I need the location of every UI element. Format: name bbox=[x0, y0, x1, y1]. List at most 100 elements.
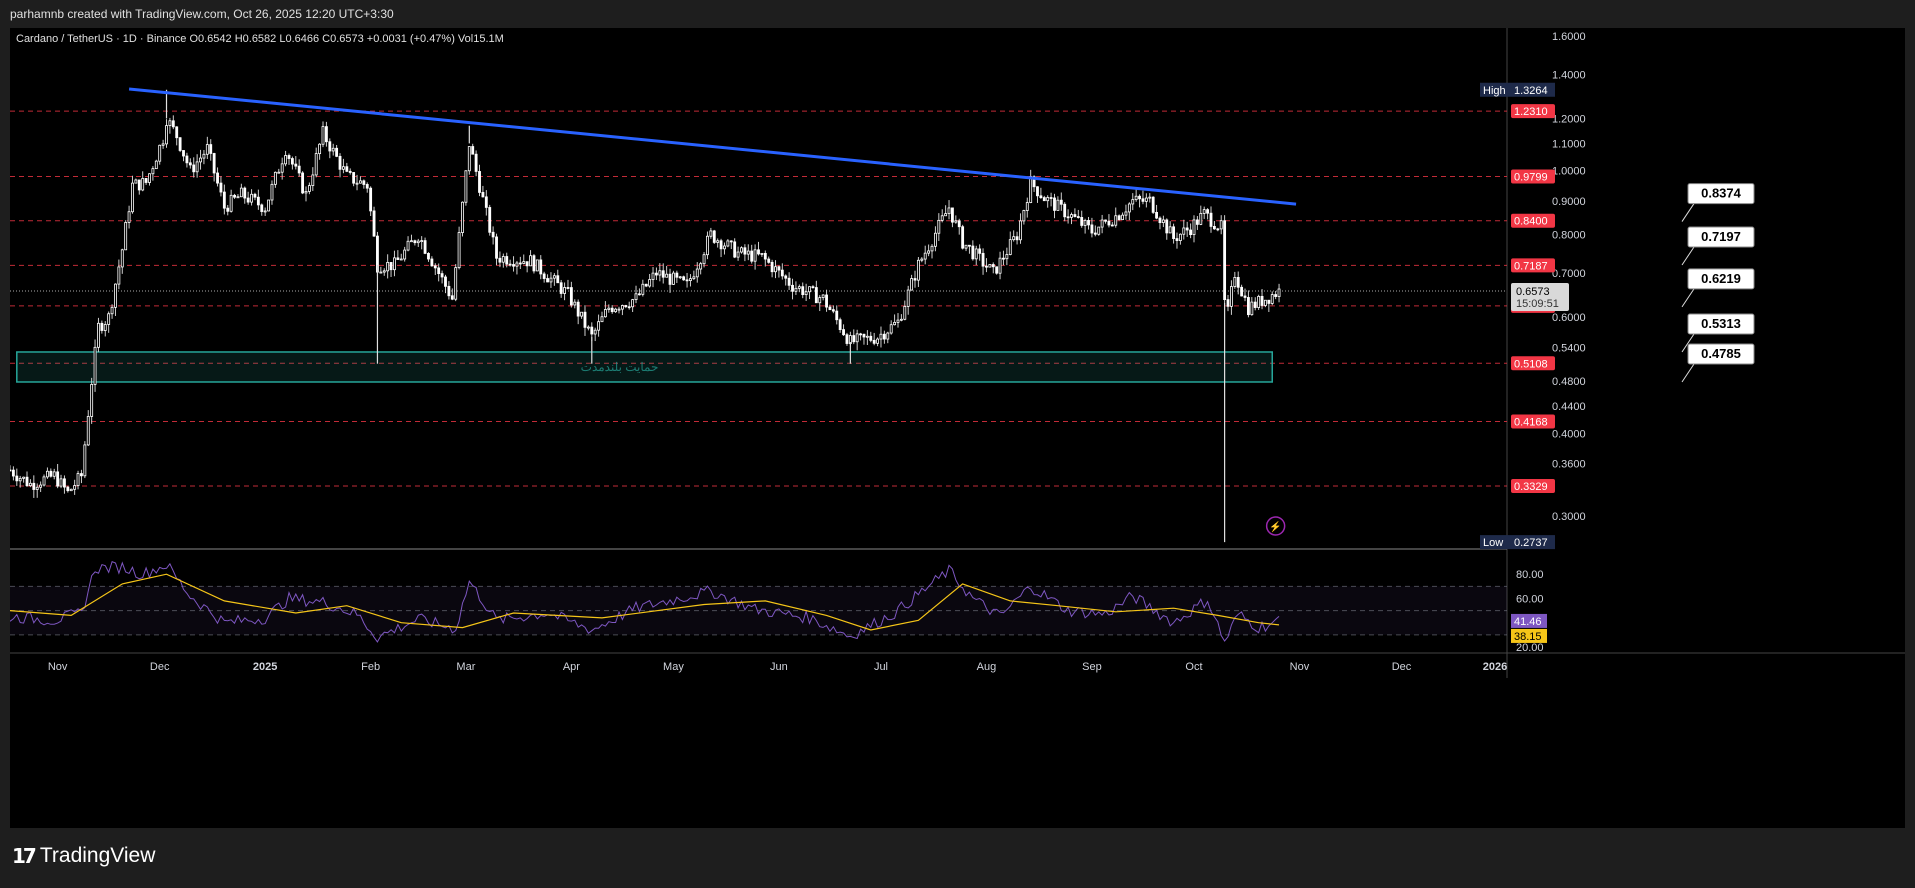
candle[interactable] bbox=[386, 262, 390, 272]
candle[interactable] bbox=[1178, 233, 1182, 241]
candle[interactable] bbox=[593, 329, 597, 335]
candle[interactable] bbox=[491, 231, 495, 238]
candle[interactable] bbox=[1233, 277, 1237, 287]
candle[interactable] bbox=[209, 144, 213, 154]
candle[interactable] bbox=[964, 244, 968, 249]
candle[interactable] bbox=[461, 201, 464, 233]
candle[interactable] bbox=[1015, 236, 1019, 241]
candle[interactable] bbox=[760, 252, 764, 255]
candle[interactable] bbox=[1083, 220, 1087, 226]
candle[interactable] bbox=[42, 476, 46, 486]
candle[interactable] bbox=[641, 283, 645, 295]
candle[interactable] bbox=[746, 250, 750, 255]
candle[interactable] bbox=[709, 230, 713, 237]
candle[interactable] bbox=[52, 471, 56, 477]
candle[interactable] bbox=[495, 236, 498, 259]
candle[interactable] bbox=[597, 321, 601, 331]
candle[interactable] bbox=[474, 153, 478, 172]
candle[interactable] bbox=[80, 473, 83, 477]
candle[interactable] bbox=[869, 335, 873, 341]
candle[interactable] bbox=[951, 207, 954, 223]
candle[interactable] bbox=[318, 143, 322, 155]
candle[interactable] bbox=[263, 210, 267, 213]
candle[interactable] bbox=[1093, 232, 1097, 235]
candle[interactable] bbox=[791, 284, 794, 292]
candle[interactable] bbox=[1032, 176, 1036, 188]
candle[interactable] bbox=[957, 220, 961, 228]
candle[interactable] bbox=[430, 258, 434, 267]
candle[interactable] bbox=[607, 307, 611, 310]
candle[interactable] bbox=[69, 488, 73, 492]
candle[interactable] bbox=[335, 147, 339, 157]
candle[interactable] bbox=[1185, 227, 1189, 231]
candle[interactable] bbox=[267, 199, 270, 212]
candle[interactable] bbox=[144, 178, 148, 183]
candle[interactable] bbox=[1080, 217, 1084, 226]
candle[interactable] bbox=[617, 308, 621, 311]
candle[interactable] bbox=[644, 283, 648, 287]
candle[interactable] bbox=[716, 240, 720, 243]
candle[interactable] bbox=[444, 276, 447, 287]
candle[interactable] bbox=[311, 174, 315, 186]
candle[interactable] bbox=[188, 162, 192, 166]
candle[interactable] bbox=[243, 187, 247, 199]
candle[interactable] bbox=[842, 329, 845, 336]
candle[interactable] bbox=[1202, 209, 1206, 214]
candle[interactable] bbox=[1002, 257, 1005, 260]
candle[interactable] bbox=[1175, 238, 1179, 241]
candle[interactable] bbox=[692, 276, 696, 280]
candle[interactable] bbox=[151, 168, 155, 175]
candle[interactable] bbox=[1019, 220, 1022, 241]
candle[interactable] bbox=[937, 219, 941, 234]
candle[interactable] bbox=[1059, 199, 1063, 205]
candle[interactable] bbox=[239, 187, 243, 198]
candle[interactable] bbox=[1199, 213, 1203, 225]
candle[interactable] bbox=[294, 163, 298, 167]
candle[interactable] bbox=[1100, 219, 1104, 228]
candle[interactable] bbox=[73, 485, 77, 490]
candle[interactable] bbox=[658, 270, 662, 276]
candle[interactable] bbox=[797, 286, 801, 289]
candle[interactable] bbox=[22, 476, 26, 479]
candle[interactable] bbox=[304, 191, 308, 194]
candle[interactable] bbox=[1182, 227, 1186, 235]
candle[interactable] bbox=[222, 191, 226, 209]
candle[interactable] bbox=[148, 173, 151, 183]
candle[interactable] bbox=[1076, 216, 1080, 218]
candle[interactable] bbox=[872, 339, 876, 344]
candle[interactable] bbox=[865, 335, 869, 338]
candle[interactable] bbox=[226, 207, 230, 212]
candle[interactable] bbox=[978, 248, 982, 254]
candle[interactable] bbox=[324, 126, 328, 143]
candle[interactable] bbox=[369, 187, 373, 212]
candle[interactable] bbox=[1008, 239, 1012, 255]
candle[interactable] bbox=[97, 322, 100, 348]
candle[interactable] bbox=[331, 147, 335, 152]
candle[interactable] bbox=[512, 264, 515, 267]
candle[interactable] bbox=[1131, 199, 1135, 205]
candle[interactable] bbox=[1121, 214, 1124, 221]
candle[interactable] bbox=[549, 277, 553, 283]
candle[interactable] bbox=[1236, 277, 1240, 288]
candle[interactable] bbox=[903, 306, 907, 320]
candle[interactable] bbox=[501, 256, 505, 263]
candle[interactable] bbox=[389, 262, 393, 271]
candle[interactable] bbox=[1110, 224, 1114, 227]
candle[interactable] bbox=[954, 220, 958, 223]
candle[interactable] bbox=[927, 250, 931, 254]
candle[interactable] bbox=[981, 252, 985, 267]
candle[interactable] bbox=[28, 482, 32, 487]
candle[interactable] bbox=[991, 264, 995, 268]
candle[interactable] bbox=[1056, 199, 1060, 211]
candle[interactable] bbox=[359, 180, 362, 184]
candle[interactable] bbox=[365, 184, 369, 189]
candle[interactable] bbox=[505, 256, 509, 265]
candle[interactable] bbox=[440, 273, 444, 278]
candle[interactable] bbox=[968, 244, 971, 247]
price-callout[interactable] bbox=[1687, 183, 1755, 205]
candle[interactable] bbox=[668, 273, 672, 285]
candle[interactable] bbox=[1063, 203, 1067, 218]
candle[interactable] bbox=[100, 322, 104, 331]
candle[interactable] bbox=[15, 475, 19, 482]
candle[interactable] bbox=[678, 276, 682, 279]
